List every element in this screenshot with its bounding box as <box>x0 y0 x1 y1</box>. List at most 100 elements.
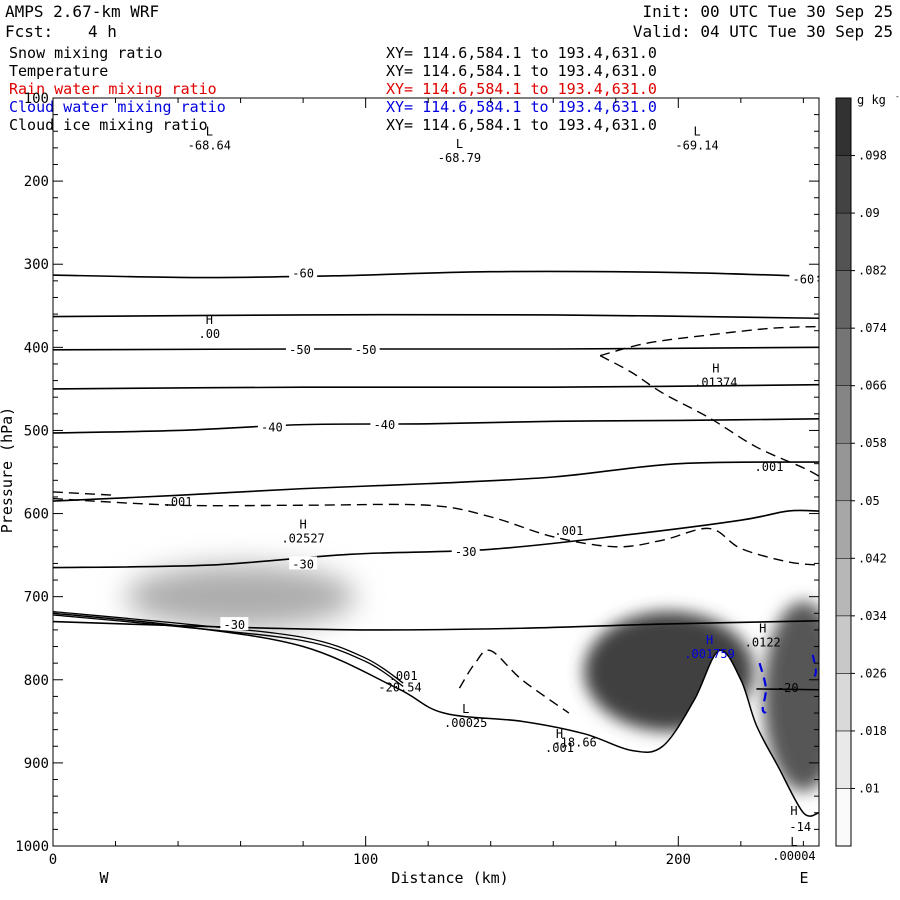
low-marker: L <box>456 137 463 151</box>
colorbar-step <box>835 327 852 386</box>
contour-label: .001 <box>164 495 193 509</box>
contour-label: .001 <box>755 460 784 474</box>
isotherm-line <box>53 346 819 351</box>
isotherm-line <box>53 619 819 631</box>
contour-label: -14 <box>789 820 811 834</box>
model-title: AMPS 2.67-km WRF <box>5 2 160 21</box>
cloud-water-contour <box>758 662 767 714</box>
colorbar-tick-label: .082 <box>858 264 887 278</box>
low-marker: L <box>462 702 469 716</box>
y-tick-label: 200 <box>24 174 49 190</box>
isotherm-line <box>53 461 819 502</box>
extremum-value: .001 <box>545 741 574 755</box>
isotherm-line <box>756 688 819 691</box>
colorbar-step <box>835 212 852 271</box>
colorbar-tick-label: .058 <box>858 436 887 450</box>
x-tick-label: 200 <box>666 852 691 868</box>
isotherm-label: -30 <box>455 545 477 559</box>
low-marker: L <box>693 124 700 138</box>
extremum-value: .02527 <box>281 532 324 546</box>
isotherm-label: -40 <box>374 418 396 432</box>
extremum-value: -69.14 <box>675 138 718 152</box>
isotherm-line <box>53 313 819 320</box>
label-knockout <box>451 543 480 557</box>
label-knockout <box>351 341 380 355</box>
field-xy-temperature: XY= 114.6,584.1 to 193.4,631.0 <box>386 62 657 80</box>
high-marker: H <box>206 313 213 327</box>
y-tick-label: 100 <box>24 91 49 107</box>
field-name-cloud-water: Cloud water mixing ratio <box>9 98 226 116</box>
colorbar-step <box>835 615 852 674</box>
colorbar-tick-label: .098 <box>858 149 887 163</box>
colorbar-frame <box>835 97 852 847</box>
label-knockout <box>257 419 286 433</box>
cloud-water-contour <box>811 654 817 681</box>
field-xy-cloud-water: XY= 114.6,584.1 to 193.4,631.0 <box>386 98 657 116</box>
field-name-snow: Snow mixing ratio <box>9 44 163 62</box>
colorbar-tick-label: .066 <box>858 379 887 393</box>
y-tick-label: 1000 <box>15 839 49 855</box>
y-tick-label: 900 <box>24 756 49 772</box>
isotherm-label: -50 <box>355 343 377 357</box>
field-xy-cloud-ice: XY= 114.6,584.1 to 193.4,631.0 <box>386 116 657 134</box>
x-tick-label: 0 <box>49 852 57 868</box>
annotations: L-68.64 L-68.79L-69.14H.00H.01374H.02527H… <box>164 124 818 863</box>
extremum-value: .0122 <box>745 635 781 649</box>
shading-blob <box>125 564 356 629</box>
colorbar-step <box>835 788 852 847</box>
extremum-value: .001759 <box>684 647 735 661</box>
colorbar: .01 .018 .026 .034 .042 .05 .058 .066 .074 .082 .0… <box>835 92 900 847</box>
extremum-value: .00004 <box>772 849 815 863</box>
colorbar-tick-label: .026 <box>858 666 887 680</box>
contour-label: -18.66 <box>553 735 596 749</box>
isotherm-line <box>53 418 819 434</box>
dashed-contour <box>599 325 819 357</box>
colorbar-tick-label: .074 <box>858 321 887 335</box>
colorbar-tick-label: .018 <box>858 724 887 738</box>
extremum-value: -68.79 <box>438 151 481 165</box>
high-marker: H <box>706 633 713 647</box>
init-time: Init: 00 UTC Tue 30 Sep 25 <box>642 2 893 21</box>
colorbar-step <box>835 385 852 444</box>
mixing-ratio-dashed-contours <box>53 325 819 714</box>
terrain-outline <box>53 612 819 817</box>
colorbar-tick-label: .042 <box>858 551 887 565</box>
isotherm-label: -50 <box>289 343 311 357</box>
terrain-fill <box>53 613 819 846</box>
valid-time: Valid: 04 UTC Tue 30 Sep 25 <box>632 22 893 41</box>
forecast-hour: 4 h <box>88 22 117 41</box>
y-tick-label: 800 <box>24 673 49 689</box>
shading-blob <box>763 601 819 792</box>
dashed-contour <box>53 491 116 496</box>
isotherm-line <box>53 509 819 569</box>
isotherm-label: -30 <box>292 557 314 571</box>
dashed-contour <box>53 497 819 566</box>
colorbar-step <box>835 155 852 214</box>
colorbar-step <box>835 558 852 617</box>
dashed-contour <box>458 649 570 714</box>
contour-label: -20.54 <box>378 680 421 694</box>
extremum-value: .01374 <box>694 375 737 389</box>
y-tick-label: 700 <box>24 590 49 606</box>
high-marker: H <box>759 621 766 635</box>
colorbar-step <box>835 270 852 329</box>
colorbar-tick-label: .01 <box>858 781 880 795</box>
high-marker: H <box>556 727 563 741</box>
y-tick-label: 500 <box>24 423 49 439</box>
extremum-value: .00 <box>198 327 220 341</box>
field-xy-snow: XY= 114.6,584.1 to 193.4,631.0 <box>386 44 657 62</box>
colorbar-tick-label: .09 <box>858 206 880 220</box>
field-xy-rain: XY= 114.6,584.1 to 193.4,631.0 <box>386 80 657 98</box>
x-right-end-label: E <box>799 869 808 887</box>
colorbar-step <box>835 500 852 559</box>
isotherm-label: -40 <box>261 420 283 434</box>
x-left-end-label: W <box>99 869 109 887</box>
isotherm-line <box>53 614 404 687</box>
isotherm-label: -60 <box>793 272 815 286</box>
contour-label: -20 <box>777 681 799 695</box>
label-knockout <box>220 617 249 631</box>
extremum-value: .00025 <box>444 716 487 730</box>
forecast-label: Fcst: <box>5 22 54 41</box>
extremum-value: -68.64 <box>188 138 231 152</box>
